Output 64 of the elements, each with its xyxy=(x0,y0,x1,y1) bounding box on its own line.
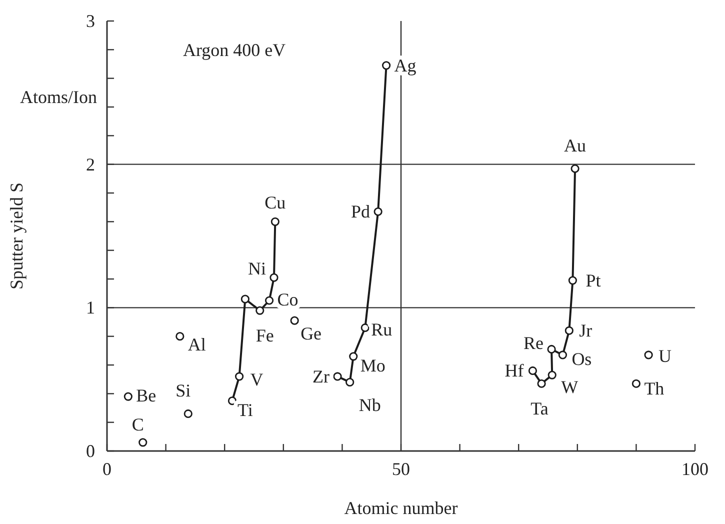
annotation: Hf xyxy=(504,360,524,381)
annotation: C xyxy=(132,414,144,434)
x-tick-label: 100 xyxy=(682,459,708,479)
annotation: W xyxy=(561,377,578,398)
point xyxy=(537,379,546,388)
y-tick-label: 2 xyxy=(86,154,95,174)
y-tick-label: 0 xyxy=(86,441,95,461)
annotation: Co xyxy=(277,290,298,310)
point xyxy=(333,372,342,381)
annotation: Argon 400 eV xyxy=(181,39,288,61)
point xyxy=(564,326,574,335)
point xyxy=(240,294,250,304)
x-tick-label: 50 xyxy=(392,459,410,479)
point xyxy=(270,217,280,226)
annotation: Mo xyxy=(360,355,386,376)
annotation: Ni xyxy=(248,258,266,279)
point xyxy=(382,61,391,70)
annotation: Ru xyxy=(371,320,392,340)
annotation: Jr xyxy=(579,320,592,341)
point xyxy=(644,350,653,360)
annotation: Be xyxy=(136,386,156,406)
point xyxy=(349,352,358,361)
point xyxy=(360,323,370,332)
point xyxy=(184,409,192,418)
point xyxy=(264,296,274,305)
x-tick-label: 0 xyxy=(102,459,112,479)
point xyxy=(138,438,148,447)
annotation: V xyxy=(250,369,264,390)
y-tick-label: 3 xyxy=(86,11,95,31)
point xyxy=(570,164,580,173)
annotation: Au xyxy=(564,136,586,156)
annotation: Pt xyxy=(586,270,601,290)
point xyxy=(558,350,567,360)
annotation: Pd xyxy=(351,202,370,222)
annotation: Zr xyxy=(312,366,330,386)
point xyxy=(374,207,382,216)
x-axis-title: Atomic number xyxy=(344,498,458,518)
point xyxy=(548,370,556,380)
annotation: Ta xyxy=(530,398,548,419)
annotation: Th xyxy=(644,378,664,399)
point xyxy=(547,344,556,354)
point xyxy=(568,276,577,285)
annotation: Ti xyxy=(238,400,253,420)
point xyxy=(528,366,538,376)
text: Atoms/Ion xyxy=(18,86,100,108)
annotation: Si xyxy=(176,380,191,401)
y-axis-title: Sputter yield S xyxy=(6,182,26,290)
annotation: Al xyxy=(188,334,206,354)
point xyxy=(632,379,640,388)
annotation: Nb xyxy=(358,395,381,416)
annotation: Fe xyxy=(256,326,274,346)
annotation: Os xyxy=(572,348,592,369)
y-tick-label: 1 xyxy=(86,298,95,318)
point xyxy=(256,306,264,315)
annotation: U xyxy=(658,346,672,366)
annotation: Cu xyxy=(264,192,286,213)
point xyxy=(235,372,244,381)
point xyxy=(346,378,354,386)
point xyxy=(290,316,299,325)
point xyxy=(270,273,278,282)
point xyxy=(124,392,132,401)
point xyxy=(176,332,184,341)
annotation: Re xyxy=(524,333,544,354)
annotation: Ge xyxy=(300,324,322,344)
